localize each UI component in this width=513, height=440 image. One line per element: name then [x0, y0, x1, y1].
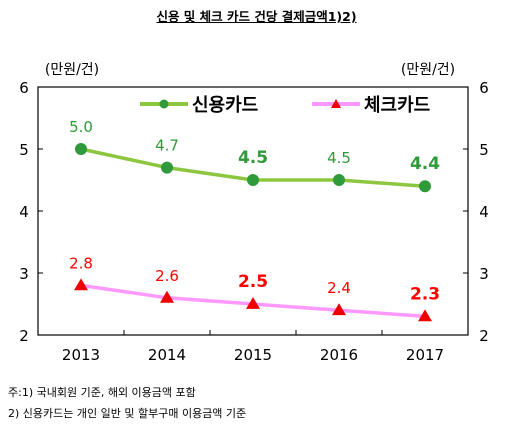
- y-tick-label-left: 3: [19, 265, 29, 283]
- data-label: 2.4: [327, 279, 351, 297]
- data-label: 2.6: [155, 267, 179, 285]
- legend-marker: [159, 99, 169, 109]
- data-label: 4.5: [238, 148, 268, 168]
- data-label: 2.3: [410, 284, 440, 304]
- y-axis-label-right: (만원/건): [401, 62, 455, 78]
- data-point: [419, 180, 431, 193]
- plot-area: 2 2 3 3 4 4 5 5 6 6 2013 2014 2015 2016 2017 5.0 4.7 4.5 4…: [19, 79, 489, 364]
- data-point: [333, 174, 345, 186]
- data-label: 4.7: [155, 137, 179, 155]
- data-point: [75, 143, 87, 155]
- x-tick-label: 2016: [320, 346, 358, 364]
- data-label: 4.5: [327, 149, 351, 167]
- chart-title: 신용 및 체크 카드 건당 결제금액1)2): [156, 9, 357, 24]
- legend-label: 체크카드: [364, 95, 430, 116]
- x-tick-label: 2013: [62, 346, 100, 364]
- footnote-1: 주:1) 국내회원 기준, 해외 이용금액 포함: [8, 386, 196, 399]
- data-point: [247, 174, 259, 186]
- data-point: [418, 309, 432, 322]
- y-tick-label-left: 2: [19, 327, 29, 345]
- y-tick-label-right: 5: [479, 141, 489, 159]
- data-point: [246, 297, 260, 309]
- data-label: 2.8: [69, 254, 93, 272]
- y-tick-label-right: 4: [479, 203, 489, 221]
- data-label: 2.5: [238, 272, 268, 292]
- y-axis-label-left: (만원/건): [45, 62, 99, 78]
- data-point: [332, 303, 346, 316]
- y-tick-label-right: 6: [479, 79, 489, 97]
- y-tick-label-right: 2: [479, 327, 489, 345]
- legend-marker: [331, 99, 341, 108]
- line-chart: (만원/건) (만원/건) 2 2 3 3 4 4 5 5 6 6 2013 2014 2015 2016…: [19, 62, 489, 364]
- x-tick-label: 2017: [406, 346, 444, 364]
- data-point: [160, 290, 174, 303]
- footnote-2: 2) 신용카드는 개인 일반 및 할부구매 이용금액 기준: [8, 407, 247, 420]
- y-tick-label-left: 4: [19, 203, 29, 221]
- legend-label: 신용카드: [192, 95, 258, 116]
- data-label: 4.4: [410, 154, 440, 174]
- y-tick-label-right: 3: [479, 265, 489, 283]
- data-label: 5.0: [69, 118, 93, 136]
- data-point: [74, 278, 88, 291]
- x-tick-label: 2014: [148, 346, 186, 364]
- y-tick-label-left: 6: [19, 79, 29, 97]
- x-tick-label: 2015: [234, 346, 272, 364]
- data-point: [161, 161, 173, 174]
- footnotes: 주:1) 국내회원 기준, 해외 이용금액 포함 2) 신용카드는 개인 일반 …: [8, 382, 246, 424]
- y-tick-label-left: 5: [19, 141, 29, 159]
